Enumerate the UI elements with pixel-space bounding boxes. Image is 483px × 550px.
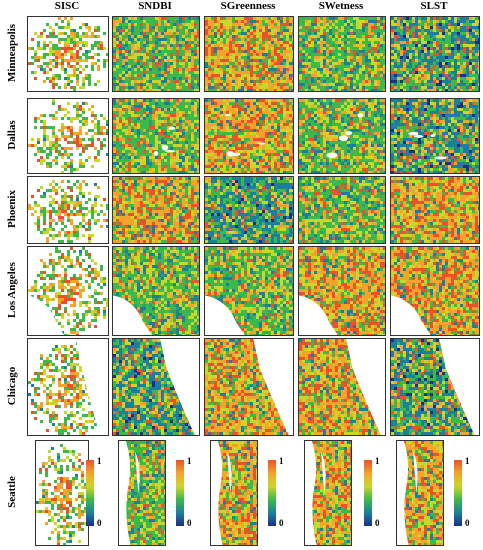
column-header-swetness: SWetness (298, 0, 384, 14)
raster-map (299, 339, 385, 435)
raster-map (205, 247, 293, 335)
raster-map (299, 17, 385, 91)
raster-map (205, 339, 293, 435)
map-panel-los-angeles-sgreenness (204, 246, 294, 336)
map-panel-seattle-sgreenness (210, 440, 258, 546)
raster-map (205, 99, 293, 173)
map-panel-minneapolis-swetness (298, 16, 386, 92)
map-panel-seattle-sndbi (118, 440, 166, 546)
map-panel-dallas-sgreenness (204, 98, 294, 174)
raster-map (28, 177, 108, 243)
row-label-phoenix: Phoenix (6, 190, 18, 228)
raster-map (119, 441, 165, 545)
map-panel-phoenix-sgreenness (204, 176, 294, 244)
map-panel-seattle-slst (396, 440, 444, 546)
colorbar (176, 460, 184, 526)
map-panel-dallas-sisc (27, 98, 109, 174)
raster-map (113, 99, 199, 173)
map-panel-los-angeles-sndbi (112, 246, 200, 336)
colorbar-min-label: 0 (375, 518, 380, 528)
colorbar (454, 460, 462, 526)
raster-map (36, 441, 88, 545)
raster-map (299, 177, 385, 243)
colorbar-max-label: 1 (187, 456, 192, 466)
map-panel-phoenix-swetness (298, 176, 386, 244)
map-panel-phoenix-slst (390, 176, 480, 244)
column-header-sndbi: SNDBI (112, 0, 198, 14)
map-panel-chicago-sndbi (112, 338, 200, 436)
colorbar (86, 460, 94, 526)
map-panel-dallas-swetness (298, 98, 386, 174)
map-panel-chicago-sgreenness (204, 338, 294, 436)
raster-map (391, 99, 479, 173)
raster-map (205, 177, 293, 243)
map-panel-dallas-sndbi (112, 98, 200, 174)
raster-map (305, 441, 351, 545)
colorbar-min-label: 0 (187, 518, 192, 528)
row-label-minneapolis: Minneapolis (6, 24, 18, 82)
raster-map (28, 99, 108, 173)
map-panel-minneapolis-sgreenness (204, 16, 294, 92)
raster-map (299, 99, 385, 173)
map-panel-phoenix-sisc (27, 176, 109, 244)
map-panel-dallas-slst (390, 98, 480, 174)
colorbar-max-label: 1 (279, 456, 284, 466)
row-label-seattle: Seattle (6, 476, 18, 508)
colorbar-min-label: 0 (279, 518, 284, 528)
map-panel-phoenix-sndbi (112, 176, 200, 244)
colorbar-min-label: 0 (97, 518, 102, 528)
colorbar (364, 460, 372, 526)
map-panel-los-angeles-swetness (298, 246, 386, 336)
raster-map (28, 247, 108, 335)
raster-map (391, 17, 479, 91)
row-label-los-angeles: Los Angeles (6, 262, 18, 318)
colorbar-max-label: 1 (97, 456, 102, 466)
raster-map (299, 247, 385, 335)
map-panel-minneapolis-sisc (27, 16, 109, 92)
column-header-sisc: SISC (27, 0, 107, 14)
map-panel-los-angeles-slst (390, 246, 480, 336)
map-panel-seattle-sisc (35, 440, 89, 546)
map-panel-minneapolis-slst (390, 16, 480, 92)
raster-map (113, 247, 199, 335)
column-header-sgreenness: SGreenness (204, 0, 292, 14)
raster-map (397, 441, 443, 545)
map-panel-chicago-slst (390, 338, 480, 436)
raster-map (391, 247, 479, 335)
raster-map (391, 339, 479, 435)
map-panel-chicago-swetness (298, 338, 386, 436)
column-header-slst: SLST (390, 0, 478, 14)
raster-map (205, 17, 293, 91)
raster-map (28, 17, 108, 91)
colorbar-max-label: 1 (375, 456, 380, 466)
row-label-dallas: Dallas (6, 120, 18, 149)
raster-map (391, 177, 479, 243)
map-panel-los-angeles-sisc (27, 246, 109, 336)
colorbar (268, 460, 276, 526)
colorbar-min-label: 0 (465, 518, 470, 528)
raster-map (113, 17, 199, 91)
map-panel-chicago-sisc (27, 338, 109, 436)
row-label-chicago: Chicago (6, 367, 18, 406)
raster-map (211, 441, 257, 545)
map-panel-minneapolis-sndbi (112, 16, 200, 92)
raster-map (28, 339, 108, 435)
raster-map (113, 339, 199, 435)
map-panel-seattle-swetness (304, 440, 352, 546)
colorbar-max-label: 1 (465, 456, 470, 466)
raster-map (113, 177, 199, 243)
